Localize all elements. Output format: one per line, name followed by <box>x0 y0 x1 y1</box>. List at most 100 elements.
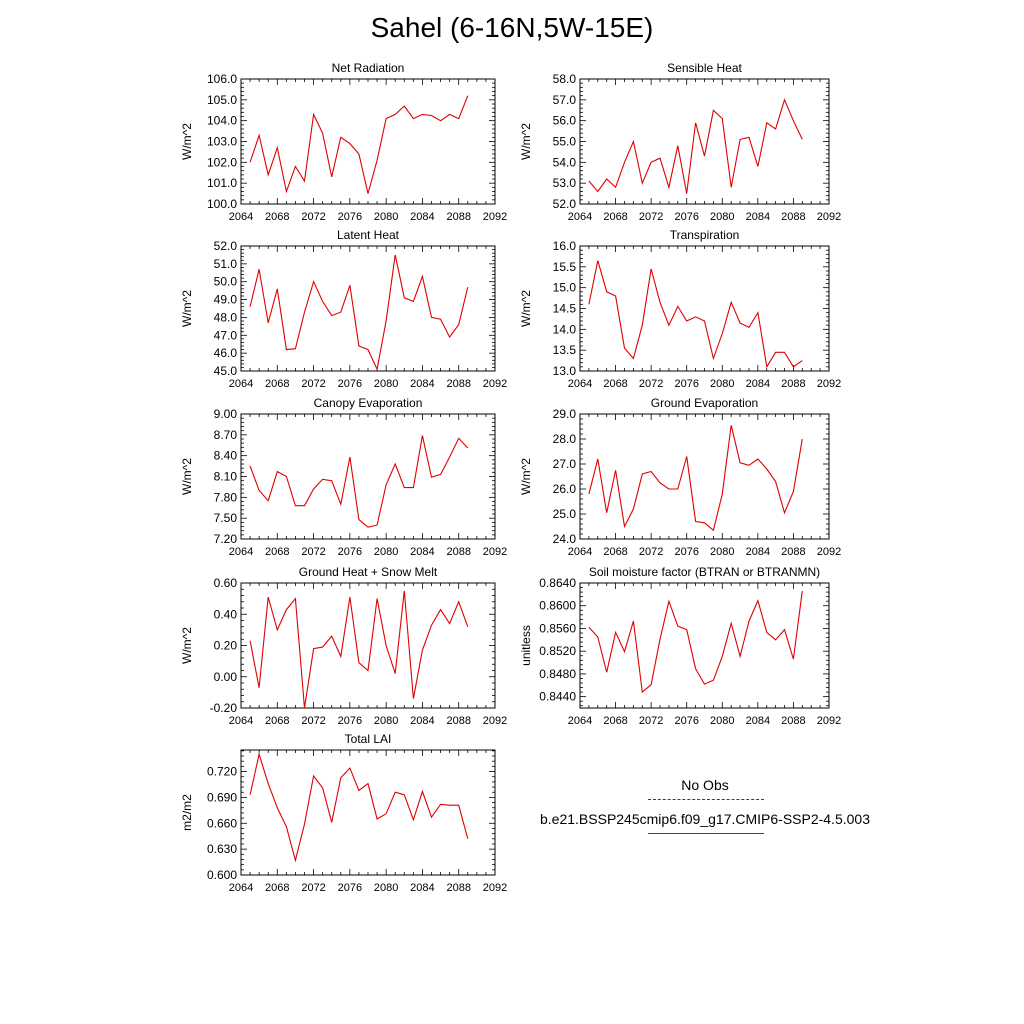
data-point <box>268 596 269 597</box>
data-point <box>659 639 660 640</box>
x-tick-label: 2092 <box>817 546 841 558</box>
x-tick-label: 2092 <box>483 378 507 390</box>
data-point <box>722 493 723 494</box>
data-point <box>395 114 396 115</box>
data-point <box>304 311 305 312</box>
data-point <box>331 636 332 637</box>
panel-title: Transpiration <box>670 228 740 242</box>
x-tick-label: 2068 <box>603 715 627 727</box>
panel-9: 2064 2068 2072 2076 2080 2084 2088 2092 0.600 0.6… <box>180 732 507 894</box>
data-point <box>286 349 287 350</box>
x-tick-label: 2068 <box>265 882 289 894</box>
data-point <box>642 183 643 184</box>
data-point <box>249 640 250 641</box>
y-tick-label: 52.0 <box>214 239 238 253</box>
data-point <box>802 438 803 439</box>
x-tick-label: 2084 <box>410 546 434 558</box>
x-tick-label: 2080 <box>374 378 398 390</box>
data-point <box>340 311 341 312</box>
data-point <box>386 320 387 321</box>
y-tick-label: 56.0 <box>553 114 577 128</box>
y-tick-label: 103.0 <box>207 135 237 149</box>
data-point <box>659 302 660 303</box>
panel-title: Sensible Heat <box>667 61 742 75</box>
series-line <box>588 590 803 694</box>
plot-frame <box>579 413 830 540</box>
x-tick-label: 2092 <box>817 378 841 390</box>
data-point <box>340 656 341 657</box>
x-tick-label: 2064 <box>568 715 592 727</box>
data-point <box>349 143 350 144</box>
panel-title: Latent Heat <box>337 228 400 242</box>
data-point <box>757 600 758 601</box>
data-point <box>686 320 687 321</box>
data-point <box>458 324 459 325</box>
x-tick-label: 2080 <box>374 715 398 727</box>
y-tick-label: 8.70 <box>214 428 238 442</box>
data-point <box>304 505 305 506</box>
data-point <box>404 105 405 106</box>
x-tick-label: 2076 <box>338 715 362 727</box>
data-point <box>268 500 269 501</box>
data-point <box>731 187 732 188</box>
x-tick-label: 2076 <box>338 378 362 390</box>
panel-2: 2064 2068 2072 2076 2080 2084 2088 2092 52.0 53.0… <box>519 61 841 223</box>
data-point <box>322 787 323 788</box>
x-tick-label: 2084 <box>746 546 770 558</box>
data-point <box>704 684 705 685</box>
data-point <box>277 147 278 148</box>
data-point <box>633 141 634 142</box>
data-point <box>739 656 740 657</box>
data-point <box>713 530 714 531</box>
data-point <box>624 347 625 348</box>
x-tick-label: 2088 <box>446 378 470 390</box>
x-tick-label: 2088 <box>781 378 805 390</box>
data-point <box>784 629 785 630</box>
y-tick-label: 0.8480 <box>539 667 576 681</box>
y-tick-label: 26.0 <box>553 482 577 496</box>
data-point <box>431 817 432 818</box>
y-tick-label: 15.5 <box>553 260 577 274</box>
data-point <box>404 794 405 795</box>
data-point <box>431 115 432 116</box>
panel-6: 2064 2068 2072 2076 2080 2084 2088 2092 24.0 25.0… <box>519 396 841 558</box>
panel-3: 2064 2068 2072 2076 2080 2084 2088 2092 45.0 46.0… <box>180 228 507 390</box>
data-point <box>358 790 359 791</box>
legend-item-obs: No Obs <box>520 776 890 810</box>
y-tick-label: 58.0 <box>553 72 577 86</box>
data-point <box>376 598 377 599</box>
series-line <box>249 254 469 371</box>
data-point <box>588 304 589 305</box>
data-point <box>395 254 396 255</box>
data-point <box>748 465 749 466</box>
data-point <box>331 822 332 823</box>
y-tick-label: 25.0 <box>553 507 577 521</box>
data-point <box>413 301 414 302</box>
y-axis-label: W/m^2 <box>519 123 533 160</box>
data-point <box>295 505 296 506</box>
x-tick-label: 2084 <box>746 211 770 223</box>
data-point <box>704 522 705 523</box>
data-point <box>766 122 767 123</box>
page-title: Sahel (6-16N,5W-15E) <box>370 12 654 43</box>
data-point <box>624 651 625 652</box>
plot-frame <box>579 582 830 709</box>
data-point <box>286 609 287 610</box>
y-axis-label: W/m^2 <box>180 458 194 495</box>
y-tick-label: 0.60 <box>214 576 238 590</box>
x-tick-label: 2072 <box>301 378 325 390</box>
y-tick-label: 7.20 <box>214 532 238 546</box>
y-tick-label: 106.0 <box>207 72 237 86</box>
x-tick-label: 2080 <box>710 211 734 223</box>
panel-7: 2064 2068 2072 2076 2080 2084 2088 2092 -0.20 0.0… <box>180 565 507 727</box>
plot-frame <box>240 78 496 205</box>
data-point <box>331 176 332 177</box>
data-point <box>358 345 359 346</box>
y-tick-label: 105.0 <box>207 93 237 107</box>
data-point <box>404 487 405 488</box>
data-point <box>386 645 387 646</box>
data-point <box>349 596 350 597</box>
y-tick-label: 0.630 <box>207 842 237 856</box>
data-point <box>295 860 296 861</box>
